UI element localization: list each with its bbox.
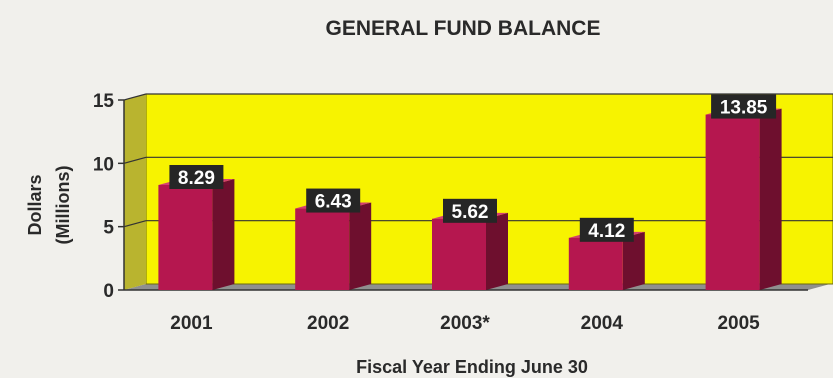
data-label-box — [443, 198, 497, 223]
bar-side — [622, 231, 645, 290]
x-tick-label: 2004 — [581, 313, 624, 334]
data-label: 6.43 — [315, 192, 352, 213]
y-axis-label-line-1: Dollars — [25, 174, 45, 235]
bar-front — [705, 114, 760, 290]
y-axis-label-line-2: (Millions) — [53, 166, 73, 245]
x-tick-label: 2005 — [717, 313, 760, 334]
y-tick-label: 5 — [103, 218, 114, 239]
bar: 6.43 — [295, 188, 372, 290]
data-label: 4.12 — [588, 221, 625, 242]
bar-side — [759, 108, 782, 290]
y-tick-labels: 0 5 10 15 — [93, 91, 115, 302]
data-label-box — [169, 164, 224, 189]
y-axis-label: Dollars (Millions) — [25, 166, 73, 245]
y-tick-label: 15 — [93, 91, 115, 112]
data-label-box — [306, 188, 361, 213]
gridline-depth — [123, 156, 147, 164]
data-label: 13.85 — [720, 98, 768, 119]
chart-title: GENERAL FUND BALANCE — [326, 17, 601, 40]
y-tick-label: 10 — [93, 154, 114, 175]
plot-side-wall — [124, 94, 146, 290]
data-label-box — [711, 94, 777, 119]
x-tick-label: 2003* — [440, 313, 490, 334]
bar: 4.12 — [568, 217, 645, 290]
gridline-depth — [123, 220, 147, 228]
x-axis-label: Fiscal Year Ending June 30 — [356, 357, 588, 377]
bar-front — [295, 208, 350, 290]
bar-side — [486, 212, 508, 290]
bar-front — [432, 218, 486, 290]
data-label: 5.62 — [452, 202, 489, 223]
gridline-depth — [123, 93, 147, 101]
data-label: 8.29 — [178, 168, 215, 189]
x-tick-label: 2002 — [307, 313, 349, 334]
bar: 13.85 — [705, 94, 782, 290]
bar-side — [212, 178, 235, 290]
data-label-box — [579, 217, 634, 242]
bar: 8.29 — [158, 164, 235, 290]
bar-front — [568, 237, 623, 290]
x-tick-labels: 2001 2002 2003* 2004 2005 — [170, 313, 760, 334]
bars: 8.29 6.43 5.62 4.12 13.85 — [158, 94, 782, 290]
bar-front — [158, 184, 213, 290]
x-tick-label: 2001 — [170, 313, 213, 334]
y-tick-label: 0 — [103, 281, 114, 302]
bar: 5.62 — [432, 198, 508, 290]
bar-side — [349, 202, 372, 290]
